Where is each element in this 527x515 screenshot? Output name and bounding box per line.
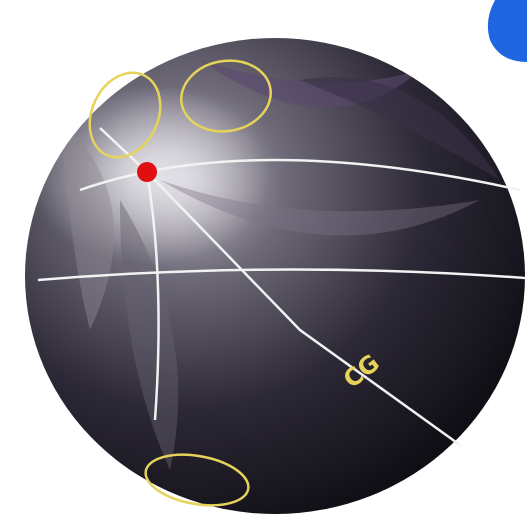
layout-lines (37, 127, 526, 447)
pin-circles (88, 59, 272, 507)
pin (137, 162, 157, 182)
blue-shape (487, 0, 527, 62)
